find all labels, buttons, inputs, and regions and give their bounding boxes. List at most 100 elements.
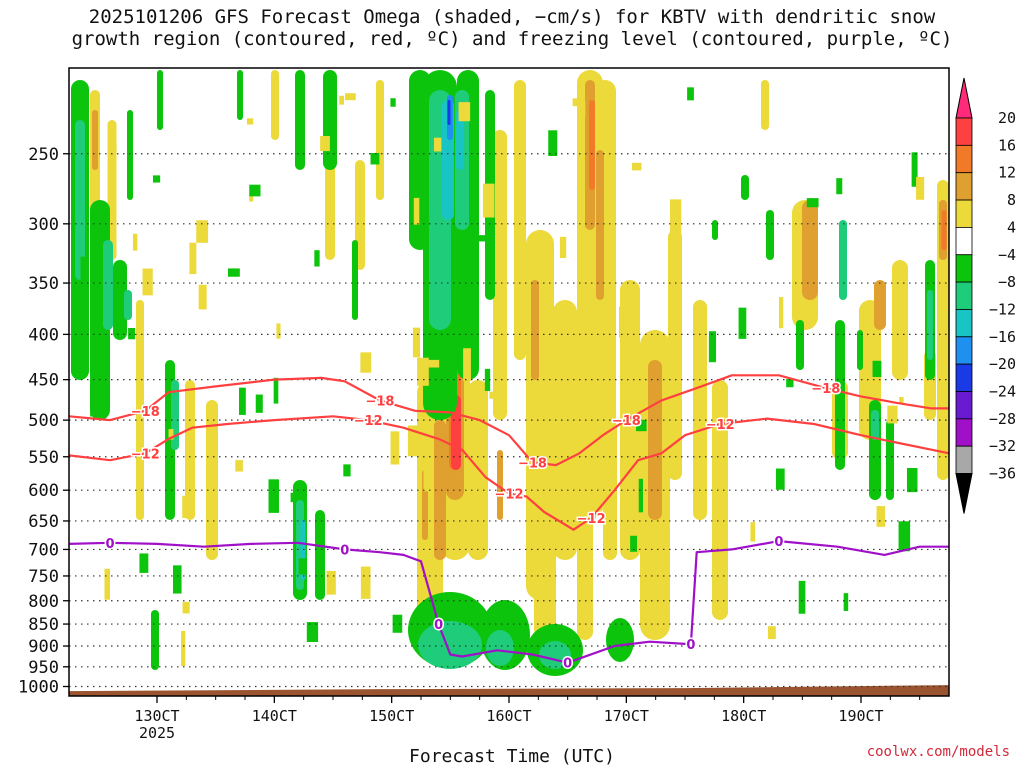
y-tick-label: 950 <box>28 658 59 678</box>
omega-cell <box>456 110 464 170</box>
omega-cell <box>648 360 662 520</box>
omega-cell <box>343 464 351 477</box>
y-tick-label: 300 <box>28 215 59 235</box>
omega-cell <box>434 420 446 560</box>
colorbar-label: 12 <box>998 164 1016 182</box>
omega-cell <box>887 405 898 424</box>
omega-cell <box>786 378 794 388</box>
contour-label: −12 <box>577 512 606 527</box>
contour-label: −18 <box>811 382 840 397</box>
omega-cell <box>109 141 117 154</box>
omega-cell <box>526 561 539 576</box>
omega-cell <box>687 87 694 101</box>
omega-cell <box>559 236 567 259</box>
colorbar-label: −8 <box>998 273 1016 291</box>
omega-cell <box>886 420 894 500</box>
omega-cell <box>668 230 682 480</box>
omega-cell <box>670 199 682 235</box>
colorbar-label: −36 <box>989 465 1016 483</box>
omega-cell <box>486 630 514 666</box>
omega-cell <box>899 396 904 405</box>
colorbar-label: 4 <box>1007 218 1016 236</box>
contour-label: −12 <box>354 414 383 429</box>
omega-cell <box>539 297 545 332</box>
colorbar-label: −28 <box>989 410 1016 428</box>
omega-cell <box>596 150 604 300</box>
omega-cell <box>766 210 774 260</box>
colorbar-swatch <box>955 226 973 256</box>
colorbar-label: −4 <box>998 246 1016 264</box>
omega-cell <box>323 70 337 170</box>
omega-cell <box>871 410 879 440</box>
omega-cell <box>185 380 195 520</box>
contour-label: 0 <box>686 638 695 653</box>
omega-cell <box>370 152 380 165</box>
colorbar-swatch <box>955 117 973 146</box>
omega-cell <box>128 327 136 340</box>
omega-cell <box>173 565 182 594</box>
omega-cell <box>906 468 918 493</box>
omega-cell <box>417 357 429 386</box>
omega-cell <box>577 470 593 640</box>
omega-cell <box>418 621 482 669</box>
omega-cell <box>482 183 495 218</box>
omega-cell <box>345 93 356 101</box>
omega-shading <box>69 70 949 696</box>
contours: −18 −18 −18 −18 −18 −12 −12 −12 −12 −12 0 0 0 0 0 0 <box>69 374 949 673</box>
omega-cell <box>326 570 336 595</box>
omega-cell <box>306 622 319 643</box>
y-tick-label: 700 <box>28 540 59 560</box>
colorbar-swatch <box>955 254 973 283</box>
x-tick-label: 170CT <box>604 707 649 725</box>
omega-cell <box>497 450 503 520</box>
contour-label: −12 <box>131 447 160 462</box>
chart-title-line-2: growth region (contoured, red, ºC) and f… <box>71 28 953 50</box>
omega-cell <box>206 400 218 560</box>
omega-cell <box>876 506 886 527</box>
omega-cell <box>92 110 98 170</box>
omega-cell <box>548 130 558 157</box>
omega-cell <box>839 220 847 300</box>
omega-cell <box>136 300 144 520</box>
omega-cell <box>360 566 371 599</box>
omega-cell <box>90 403 97 417</box>
omega-cell <box>458 102 471 122</box>
omega-cell <box>580 271 592 280</box>
contour-label: −12 <box>495 487 524 502</box>
omega-cell <box>246 118 254 125</box>
colorbar-swatch <box>955 199 973 228</box>
omega-cell <box>392 614 403 633</box>
colorbar-label: −16 <box>989 328 1016 346</box>
omega-cell <box>103 240 113 330</box>
y-tick-label: 450 <box>28 371 59 391</box>
x-tick-label: 160CT <box>486 707 531 725</box>
contour-label: 0 <box>106 537 115 552</box>
omega-cell <box>836 178 843 195</box>
colorbar-swatch <box>955 309 973 338</box>
contour-label: 0 <box>563 657 572 672</box>
omega-cell <box>474 235 487 242</box>
omega-cell <box>80 256 88 291</box>
omega-cell <box>151 610 159 670</box>
omega-cell <box>168 429 174 440</box>
contour-label: −18 <box>518 456 547 471</box>
omega-cell <box>352 240 358 320</box>
omega-cell <box>142 268 153 296</box>
omega-cell <box>298 558 308 575</box>
omega-cell <box>235 460 243 472</box>
omega-cell <box>249 184 261 197</box>
y-tick-label: 500 <box>28 411 59 431</box>
omega-cell <box>620 280 640 560</box>
gridlines <box>69 153 949 688</box>
omega-cell <box>606 618 634 662</box>
x-tick-label: 150CT <box>369 707 414 725</box>
contour-label: 0 <box>340 543 349 558</box>
omega-cell <box>578 101 586 118</box>
omega-cell <box>857 330 863 370</box>
omega-cell <box>104 568 110 600</box>
omega-cell <box>276 323 281 339</box>
omega-cell <box>428 359 440 368</box>
omega-cell <box>927 290 933 360</box>
omega-cell <box>227 268 240 277</box>
